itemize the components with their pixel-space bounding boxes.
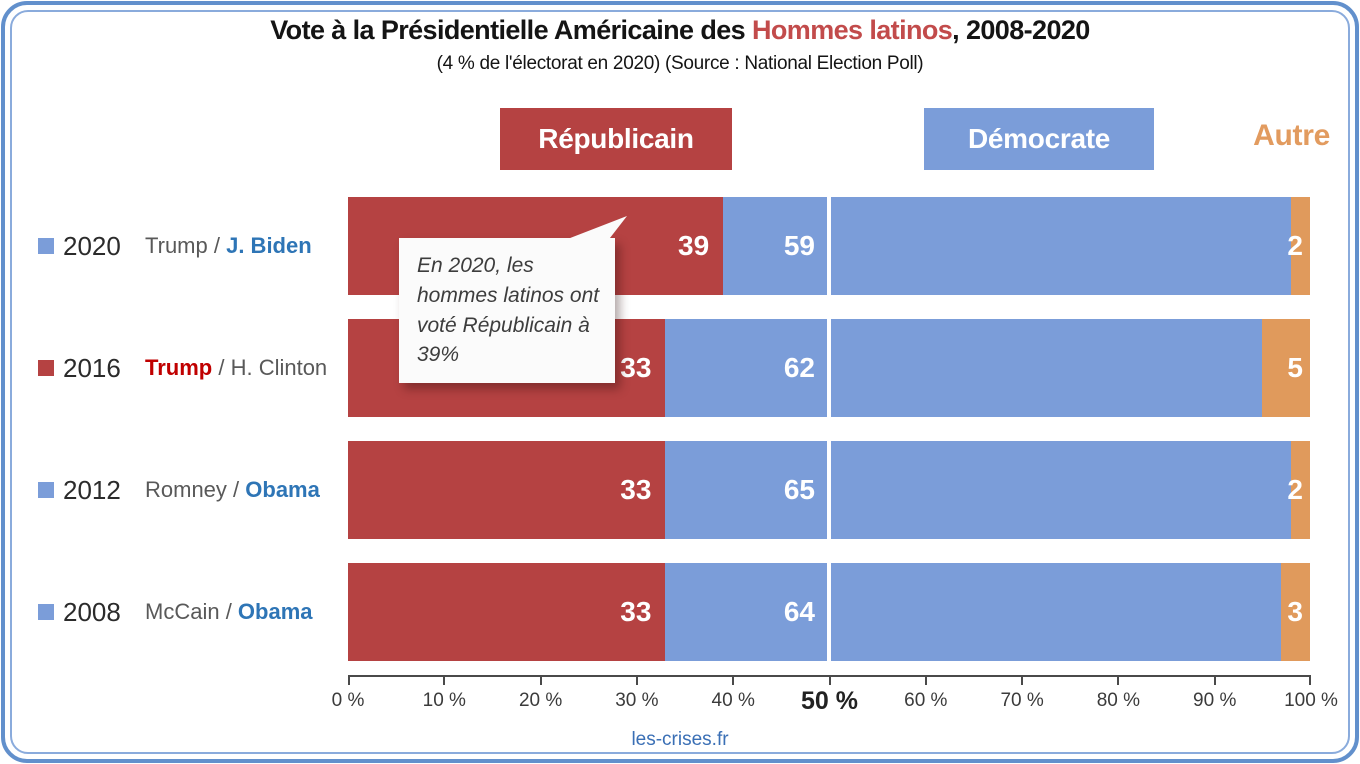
axis-tick-label: 10 % [422,690,466,711]
row-label: 2016 Trump / H. Clinton [38,319,327,417]
axis-tick [1117,677,1120,685]
title-prefix: Vote à la Présidentielle Américaine des [270,15,753,45]
title-suffix: , 2008-2020 [952,15,1090,45]
value-label-autre: 2 [1287,230,1303,261]
value-label-autre: 3 [1287,596,1303,627]
candidate-name: McCain [145,599,220,624]
bar-segment-autre [1290,441,1310,539]
chart-row-2008: 2008 McCain / Obama 33 64 3 [0,563,1360,661]
page-subtitle: (4 % de l'électorat en 2020) (Source : N… [436,53,924,74]
axis-tick-label: 90 % [1193,690,1237,711]
bar-segment-républicain [348,441,666,539]
row-marker-icon [38,238,54,254]
axis-tick-label: 30 % [615,690,659,711]
row-matchup: McCain / Obama [145,599,313,625]
axis-tick [443,677,446,685]
chart-row-2020: 2020 Trump / J. Biden 39 59 2 [0,197,1360,295]
candidate-name: J. Biden [226,233,312,258]
bar-segment-autre [1281,563,1310,661]
axis-tick-label: 50 % [801,687,858,715]
fifty-percent-line [827,441,831,539]
axis-tick [348,677,350,685]
row-label: 2012 Romney / Obama [38,441,320,539]
axis-tick-label: 100 % [1284,690,1338,711]
stacked-bar: 39 59 2 [348,197,1310,295]
row-year: 2016 [63,352,121,383]
value-label-democrate: 65 [783,474,815,505]
axis-tick-label: 70 % [1000,690,1044,711]
axis-tick [539,677,542,685]
axis-tick [924,677,927,685]
value-label-autre: 2 [1287,474,1303,505]
value-label-democrate: 62 [783,352,815,383]
axis-tick-label: 40 % [711,690,755,711]
candidate-name: Romney [145,477,227,502]
axis-tick-label: 0 % [331,690,365,711]
row-marker-icon [38,482,54,498]
candidate-name: / [207,233,227,258]
source-site: les-crises.fr [631,729,729,750]
chart-row-2012: 2012 Romney / Obama 33 65 2 [0,441,1360,539]
title-highlight: Hommes latinos [752,15,953,45]
value-label-democrate: 59 [783,230,815,261]
row-year: 2008 [63,596,121,627]
bar-segment-démocrate [665,563,1282,661]
candidate-name: Obama [245,477,320,502]
value-label-republicain: 33 [620,474,652,505]
x-axis-line [348,675,1311,677]
legend-autre: Autre [1253,119,1330,152]
legend-republicain: Républicain [500,108,732,170]
stacked-bar: 33 64 3 [348,563,1310,661]
fifty-percent-line [827,319,831,417]
value-label-democrate: 64 [783,596,815,627]
axis-tick-label: 80 % [1096,690,1141,711]
row-marker-icon [38,360,54,376]
row-label: 2008 McCain / Obama [38,563,313,661]
axis-tick [1021,677,1024,685]
candidate-name: Obama [237,599,313,624]
row-matchup: Romney / Obama [145,477,320,503]
stacked-bar: 33 65 2 [348,441,1310,539]
bar-segment-démocrate [723,197,1291,295]
value-label-republicain: 39 [678,230,710,261]
row-year: 2020 [63,230,121,261]
axis-tick-label: 60 % [904,690,948,711]
candidate-name: Trump [145,355,213,380]
value-label-republicain: 33 [620,352,652,383]
axis-tick-label: 20 % [518,690,563,711]
annotation-callout: En 2020, les hommes latinos ont voté Rép… [399,238,615,384]
candidate-name: Trump [145,233,208,258]
axis-tick [828,677,831,685]
bar-segment-républicain [348,563,666,661]
value-label-republicain: 33 [620,596,652,627]
chart-row-2016: 2016 Trump / H. Clinton 33 62 5 [0,319,1360,417]
x-axis: 0 % 10 % 20 % 30 % 40 % 50 % 60 % 70 % 80 % 90 % 1… [332,675,1338,720]
page-title: Vote à la Présidentielle Américaine des … [0,15,1360,46]
candidate-name: / [219,599,238,624]
fifty-percent-line [827,197,831,295]
candidate-name: H. Clinton [230,355,328,380]
axis-tick [1309,677,1311,685]
bar-segment-démocrate [665,319,1262,417]
axis-tick [635,677,638,685]
bar-segment-autre [1290,197,1310,295]
axis-tick [1213,677,1216,685]
fifty-percent-line [827,563,831,661]
legend-democrate: Démocrate [924,108,1154,170]
value-label-autre: 5 [1287,352,1303,383]
row-matchup: Trump / J. Biden [145,233,312,259]
row-label: 2020 Trump / J. Biden [38,197,312,295]
row-matchup: Trump / H. Clinton [145,355,327,381]
candidate-name: / [226,477,246,502]
bar-segment-autre [1261,319,1310,417]
row-marker-icon [38,604,54,620]
row-year: 2012 [63,474,121,505]
bar-segment-démocrate [665,441,1291,539]
axis-tick [732,677,735,685]
candidate-name: / [212,355,231,380]
